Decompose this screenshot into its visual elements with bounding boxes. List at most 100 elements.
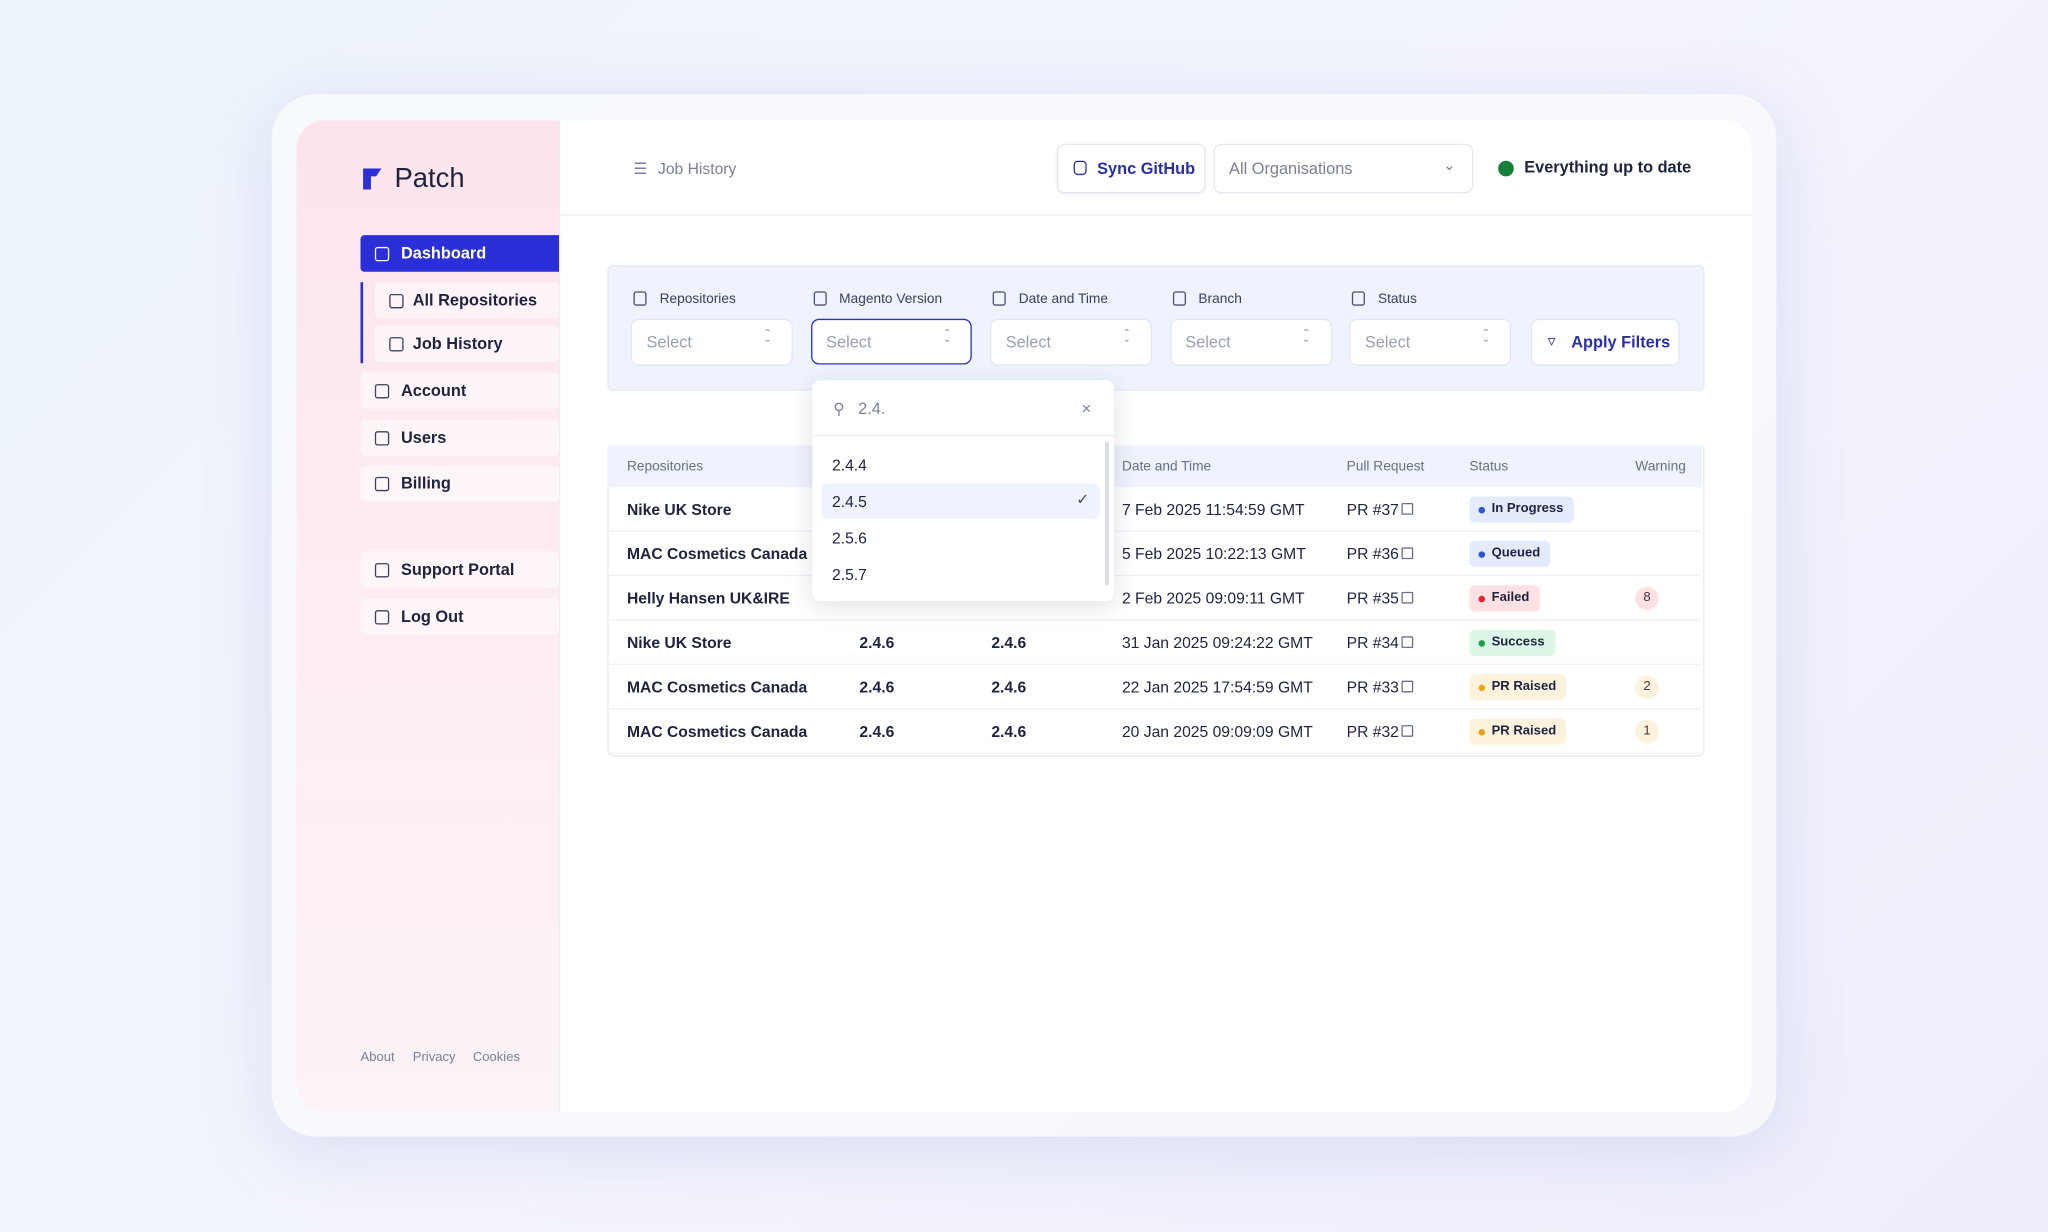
status-icon (1498, 160, 1514, 177)
filter-label: Branch (1198, 291, 1242, 308)
external-link-icon (1401, 725, 1414, 737)
logo-icon (363, 168, 382, 190)
status-dot (1478, 595, 1486, 603)
pull-request-link[interactable]: PR #36 (1346, 544, 1399, 564)
filter-select[interactable]: Select ˆ ˇ (1169, 318, 1332, 366)
github-icon (1073, 160, 1087, 176)
filter-select[interactable]: Select ˆ ˇ (1349, 318, 1512, 366)
dropdown-option[interactable]: 2.5.7 (822, 557, 1100, 592)
status-badge: Failed (1469, 585, 1540, 612)
status-dot (1478, 729, 1486, 736)
chevron: ⌄ (1443, 158, 1456, 174)
apply-filters-button[interactable]: Apply Filters ▿ (1530, 318, 1680, 366)
filter-label: Magento Version (839, 291, 943, 308)
pull-request-link[interactable]: PR #35 (1346, 589, 1399, 608)
select-placeholder: Select (646, 333, 692, 352)
sync-label: Sync GitHub (1097, 159, 1196, 178)
filter-icon (1172, 291, 1186, 306)
table-cell: 31 Jan 2025 09:24:22 GMT (1121, 633, 1313, 652)
version-dropdown: ⚲ 2.4. × 2.4.4 2.4.5 ✓ 2.5.6 2.5.7 (812, 380, 1115, 601)
divider (812, 435, 1115, 437)
nav-item[interactable]: Billing (360, 465, 560, 502)
sync-status: Everything up to date (1524, 158, 1692, 177)
column-header: Warning (1635, 458, 1686, 475)
nav-link[interactable]: Log Out (360, 598, 560, 635)
table-cell: MAC Cosmetics Canada (626, 678, 808, 697)
nav-label: Dashboard (400, 244, 487, 263)
status-dot (1478, 640, 1486, 647)
filter-icon (813, 291, 827, 306)
search-icon: ⚲ (833, 399, 845, 419)
pull-request-link[interactable]: PR #34 (1346, 633, 1399, 652)
option-label: 2.5.6 (831, 529, 867, 548)
status-badge: PR Raised (1469, 718, 1567, 745)
dropdown-option[interactable]: 2.4.4 (822, 447, 1100, 482)
table-cell: 20 Jan 2025 09:09:09 GMT (1121, 722, 1313, 741)
dropdown-option[interactable]: 2.4.5 ✓ (821, 483, 1100, 519)
warning-badge: 1 (1635, 719, 1659, 744)
status-dot (1478, 684, 1486, 692)
status-badge: Queued (1469, 540, 1551, 568)
filter-select[interactable]: Select ˆ ˇ (630, 318, 793, 366)
pull-request-link[interactable]: PR #32 (1346, 722, 1399, 741)
pull-request-link[interactable]: PR #37 (1346, 500, 1399, 519)
filter-icon: ▿ (1547, 331, 1556, 351)
organisation-select[interactable]: All Organisations ⌄ (1213, 143, 1474, 194)
external-link-icon (1401, 591, 1414, 604)
filter-label: Date and Time (1018, 291, 1108, 308)
row-divider (608, 574, 1701, 577)
nav-item[interactable]: Dashboard (360, 235, 560, 272)
row-divider (608, 619, 1701, 621)
filter-select[interactable]: Select ˆ ˇ (810, 318, 972, 365)
filter-select[interactable]: Select ˆ ˇ (990, 318, 1152, 366)
filter-label: Repositories (659, 291, 736, 308)
status-badge: PR Raised (1469, 674, 1567, 701)
option-label: 2.5.7 (831, 565, 867, 585)
table-cell: 2.4.6 (991, 678, 1027, 697)
external-link-icon (1401, 636, 1414, 649)
footer-link[interactable]: Privacy (412, 1050, 456, 1065)
nav-icon (389, 337, 404, 352)
warning-badge: 2 (1635, 675, 1659, 699)
status-dot (1478, 506, 1486, 514)
column-header: Date and Time (1121, 458, 1212, 475)
option-label: 2.4.4 (831, 455, 867, 475)
status-dot (1478, 551, 1486, 558)
footer-link[interactable]: Cookies (472, 1050, 521, 1065)
pull-request-link[interactable]: PR #33 (1346, 678, 1399, 697)
nav-item[interactable]: Job History (374, 325, 560, 362)
nav-icon (374, 563, 390, 578)
footer-link[interactable]: About (360, 1050, 395, 1065)
table-cell: 2.4.6 (991, 633, 1027, 652)
header-divider (559, 214, 1752, 216)
nav-icon (389, 293, 404, 309)
nav-item[interactable]: Users (360, 419, 560, 456)
table-cell: 2 Feb 2025 09:09:11 GMT (1121, 589, 1305, 608)
external-link-icon (1401, 503, 1414, 515)
clear-button[interactable]: × (1081, 398, 1092, 419)
dropdown-option[interactable]: 2.5.6 (822, 520, 1100, 555)
warning-badge: 8 (1635, 586, 1659, 611)
filter-label: Status (1377, 291, 1417, 308)
nav-label: Account (400, 381, 467, 400)
select-placeholder: Select (1005, 333, 1052, 352)
search-input[interactable]: 2.4. (858, 399, 886, 419)
table-cell: MAC Cosmetics Canada (626, 544, 808, 564)
nav-label: Log Out (400, 607, 464, 626)
nav-item[interactable]: All Repositories (374, 282, 560, 319)
row-divider (608, 663, 1701, 666)
external-link-icon (1401, 547, 1414, 560)
table-cell: Nike UK Store (626, 500, 732, 519)
external-link-icon (1401, 680, 1414, 693)
sync-button[interactable]: Sync GitHub (1056, 143, 1206, 194)
table-cell: 7 Feb 2025 11:54:59 GMT (1121, 500, 1305, 519)
filter-icon (633, 291, 647, 306)
nav-link[interactable]: Support Portal (360, 551, 560, 588)
nav-label: All Repositories (412, 291, 538, 310)
brand: Patch (394, 163, 465, 194)
nav-item[interactable]: Account (360, 372, 560, 409)
